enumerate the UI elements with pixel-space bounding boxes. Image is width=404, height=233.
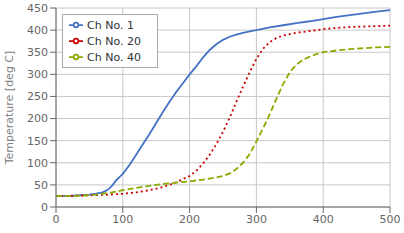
- svg-text:500: 500: [380, 213, 397, 226]
- svg-text:300: 300: [27, 68, 48, 81]
- svg-text:400: 400: [313, 213, 334, 226]
- svg-text:350: 350: [27, 46, 48, 59]
- svg-text:200: 200: [179, 213, 200, 226]
- svg-text:100: 100: [27, 157, 48, 170]
- svg-text:300: 300: [246, 213, 267, 226]
- svg-text:400: 400: [27, 24, 48, 37]
- svg-text:0: 0: [53, 213, 60, 226]
- svg-text:0: 0: [41, 201, 48, 214]
- html-text:Ch No. 1: Ch No. 1: [87, 19, 134, 32]
- svg-text:200: 200: [27, 112, 48, 125]
- html-text:Ch No. 20: Ch No. 20: [87, 35, 141, 48]
- svg-text:150: 150: [27, 135, 48, 148]
- svg-text:50: 50: [34, 179, 48, 192]
- svg-text:Temperature [deg C]: Temperature [deg C]: [8, 51, 16, 166]
- svg-text:450: 450: [27, 2, 48, 15]
- svg-text:250: 250: [27, 90, 48, 103]
- svg-text:100: 100: [112, 213, 133, 226]
- html-text:Ch No. 40: Ch No. 40: [87, 51, 141, 64]
